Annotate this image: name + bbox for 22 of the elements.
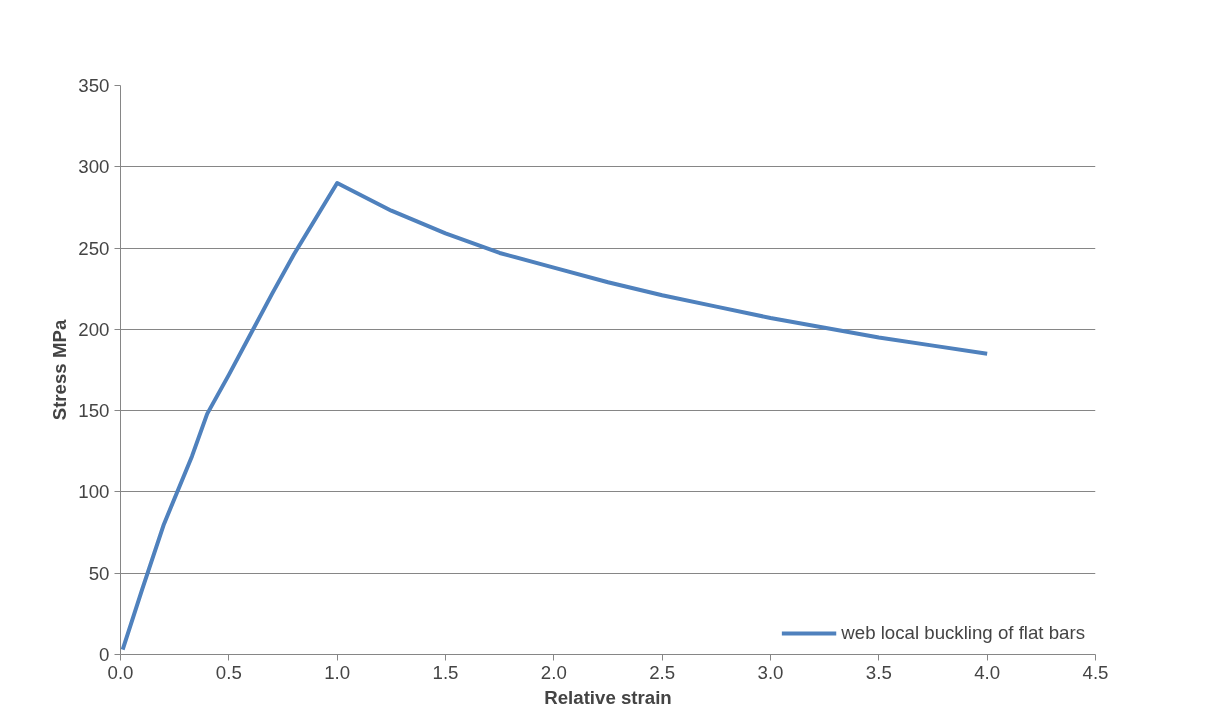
line-series (120, 181, 990, 652)
y-tick-label: 350 (78, 75, 110, 96)
x-tick-label: 3.0 (757, 661, 784, 683)
y-tick-label: 250 (78, 237, 110, 259)
y-tick-label: 0 (99, 644, 110, 665)
y-tick-label: 300 (78, 156, 110, 178)
y-tick-label: 150 (78, 400, 110, 422)
x-axis-title: Relative strain (544, 686, 672, 708)
y-tick-label: 50 (88, 562, 110, 584)
x-tick-label: 0.0 (107, 661, 134, 683)
x-tick-label: 2.0 (540, 661, 567, 683)
x-tick-label: 2.5 (649, 661, 676, 683)
x-tick-label: 4.0 (974, 661, 1001, 683)
y-axis-title: Stress MPa (49, 319, 71, 421)
y-tick-label: 100 (78, 481, 110, 503)
x-tick-label: 1.5 (432, 661, 459, 683)
x-tick-label: 1.0 (324, 661, 351, 683)
y-tick-label: 200 (78, 318, 110, 340)
x-tick-label: 3.5 (865, 661, 892, 683)
x-tick-label: 4.5 (1082, 661, 1109, 683)
x-tick-label: 0.5 (215, 661, 242, 683)
legend-label: web local buckling of flat bars (841, 622, 1085, 644)
